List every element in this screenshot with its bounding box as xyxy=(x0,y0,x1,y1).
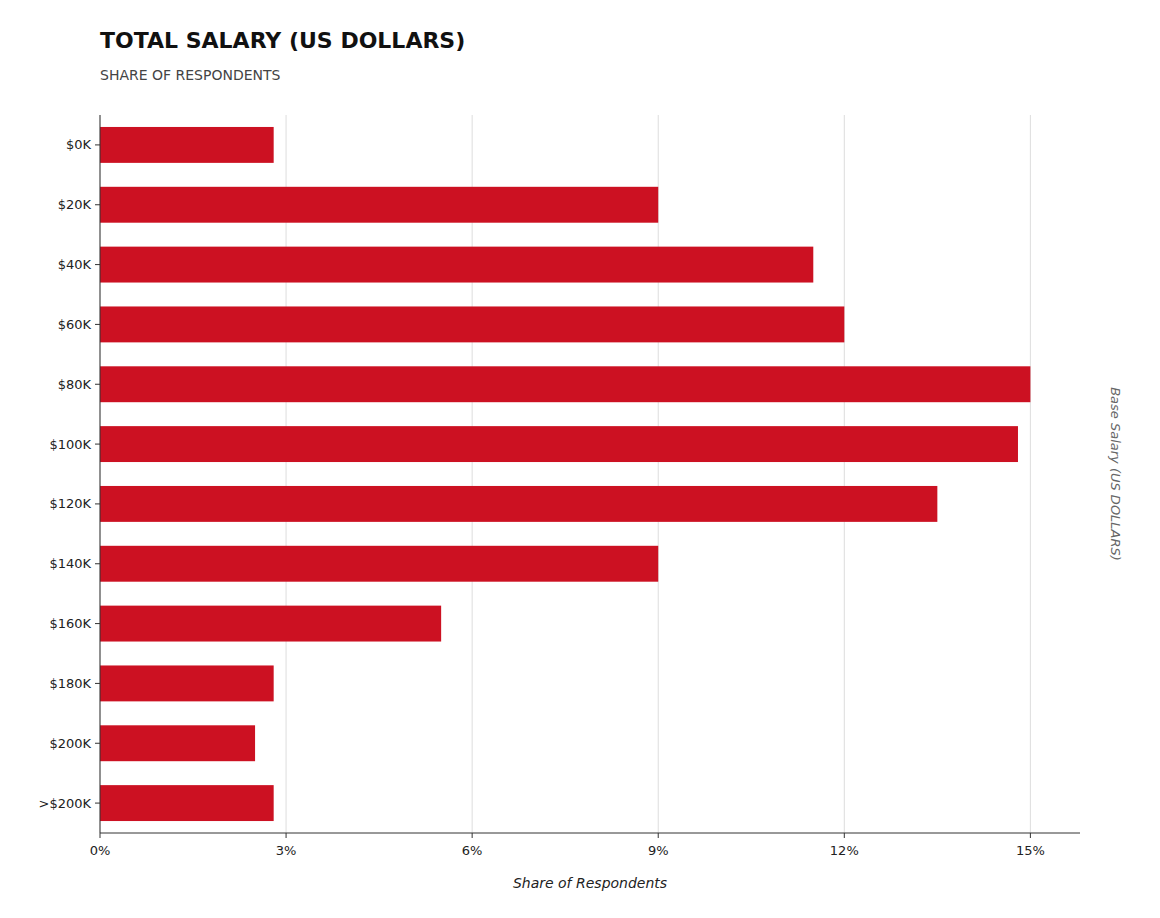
x-tick xyxy=(844,833,845,838)
y-tick-label: >$200K xyxy=(38,796,91,811)
y-tick-label: $0K xyxy=(66,137,92,152)
bar xyxy=(100,785,274,821)
grid-line xyxy=(1030,115,1031,833)
grid-line xyxy=(100,115,101,833)
x-tick-label: 3% xyxy=(276,843,297,858)
y-tick xyxy=(95,743,100,744)
x-axis-line xyxy=(100,833,1080,834)
bar xyxy=(100,187,658,223)
bar xyxy=(100,366,1030,402)
y-tick xyxy=(95,623,100,624)
x-tick-label: 12% xyxy=(830,843,859,858)
bar xyxy=(100,546,658,582)
y-tick xyxy=(95,503,100,504)
y-tick-label: $40K xyxy=(58,257,92,272)
y-tick-label: $180K xyxy=(49,676,91,691)
grid xyxy=(100,115,1030,833)
bars xyxy=(100,127,1030,821)
bar xyxy=(100,486,937,522)
y-tick-label: $200K xyxy=(49,736,91,751)
y-tick xyxy=(95,204,100,205)
title: TOTAL SALARY (US DOLLARS) xyxy=(100,28,465,53)
x-tick-label: 0% xyxy=(90,843,111,858)
bar xyxy=(100,127,274,163)
y-tick xyxy=(95,683,100,684)
y-tick-label: $20K xyxy=(58,197,92,212)
x-tick-label: 9% xyxy=(648,843,669,858)
bar xyxy=(100,606,441,642)
chart-container: 0% 3% 6% 9% 12% 15% $0K $20K $40K $60K $80K $100K $1… xyxy=(0,0,1160,918)
y-tick xyxy=(95,563,100,564)
bar xyxy=(100,247,813,283)
x-tick-label: 15% xyxy=(1016,843,1045,858)
y-tick-label: $120K xyxy=(49,496,91,511)
y-tick xyxy=(95,444,100,445)
x-tick xyxy=(100,833,101,838)
grid-line xyxy=(844,115,845,833)
y-tick xyxy=(95,803,100,804)
y-tick xyxy=(95,144,100,145)
y-axis-label: Base Salary (US DOLLARS) xyxy=(1108,387,1123,561)
y-axis-line xyxy=(100,115,101,833)
x-tick xyxy=(658,833,659,838)
y-tick-label: $100K xyxy=(49,437,91,452)
bar xyxy=(100,665,274,701)
chart-svg: 0% 3% 6% 9% 12% 15% $0K $20K $40K $60K $80K $100K $1… xyxy=(0,0,1160,918)
y-tick-label: $160K xyxy=(49,616,91,631)
x-tick xyxy=(472,833,473,838)
y-tick-label: $80K xyxy=(58,377,92,392)
y-tick-label: $60K xyxy=(58,317,92,332)
x-tick xyxy=(286,833,287,838)
bar xyxy=(100,426,1018,462)
x-tick xyxy=(1030,833,1031,838)
y-tick xyxy=(95,384,100,385)
bar xyxy=(100,725,255,761)
x-axis-label: Share of Respondents xyxy=(513,875,667,891)
y-tick xyxy=(95,324,100,325)
y-tick-label: $140K xyxy=(49,556,91,571)
axes: 0% 3% 6% 9% 12% 15% $0K $20K $40K $60K $80K $100K $1… xyxy=(38,115,1080,858)
x-tick-label: 6% xyxy=(462,843,483,858)
bar xyxy=(100,306,844,342)
subtitle: SHARE OF RESPONDENTS xyxy=(100,67,281,83)
y-tick xyxy=(95,264,100,265)
